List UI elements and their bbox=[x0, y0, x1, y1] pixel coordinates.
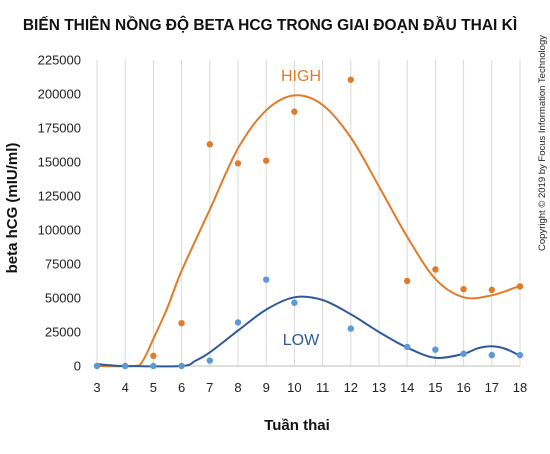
y-tick-label: 225000 bbox=[38, 53, 81, 68]
high-data-point bbox=[404, 277, 411, 285]
y-tick-label: 50000 bbox=[45, 291, 81, 306]
y-tick-label: 150000 bbox=[38, 155, 81, 170]
y-axis-title: beta hCG (mIU/ml) bbox=[4, 143, 21, 274]
y-tick-labels: 0 25000 50000 75000 100000 125000 150000 175000… bbox=[38, 53, 81, 374]
y-tick-label: 100000 bbox=[38, 223, 81, 238]
high-data-point bbox=[347, 76, 354, 83]
high-series-label: HIGH bbox=[281, 68, 321, 85]
x-tick-label: 16 bbox=[456, 380, 470, 395]
high-trend-line bbox=[96, 94, 521, 368]
x-tick-label: 18 bbox=[513, 380, 527, 395]
low-data-point bbox=[404, 343, 411, 351]
x-axis-title: Tuần thai bbox=[264, 417, 330, 434]
x-tick-label: 9 bbox=[263, 380, 270, 395]
low-data-point bbox=[150, 362, 157, 370]
x-tick-label: 6 bbox=[178, 380, 185, 395]
x-tick-label: 4 bbox=[122, 380, 129, 395]
x-tick-label: 7 bbox=[206, 380, 213, 395]
high-data-point bbox=[206, 141, 213, 148]
y-tick-label: 25000 bbox=[45, 325, 81, 340]
low-data-point bbox=[263, 276, 270, 283]
low-data-point bbox=[178, 362, 185, 370]
low-data-point bbox=[432, 346, 439, 353]
x-tick-label: 10 bbox=[287, 380, 301, 395]
low-data-point bbox=[291, 299, 298, 306]
high-data-point bbox=[178, 319, 185, 327]
trend-lines bbox=[96, 94, 521, 368]
high-data-point bbox=[432, 266, 439, 273]
high-data-point bbox=[234, 160, 242, 167]
x-tick-label: 15 bbox=[428, 380, 442, 395]
y-tick-label: 0 bbox=[74, 359, 81, 374]
high-data-point bbox=[263, 157, 270, 164]
y-tick-label: 75000 bbox=[45, 257, 81, 272]
low-data-point bbox=[488, 351, 495, 359]
low-data-point bbox=[516, 351, 524, 359]
low-data-point bbox=[460, 350, 467, 357]
low-data-point bbox=[206, 357, 213, 364]
x-tick-label: 8 bbox=[234, 380, 241, 395]
y-tick-label: 200000 bbox=[38, 87, 81, 102]
high-data-point bbox=[516, 283, 524, 290]
high-data-point bbox=[150, 352, 157, 359]
low-data-point bbox=[93, 362, 101, 370]
high-data-point bbox=[460, 285, 467, 293]
x-tick-labels: 3 4 5 6 7 8 9 10 11 12 13 14 15 16 17 18 bbox=[93, 380, 527, 395]
y-tick-label: 125000 bbox=[38, 189, 81, 204]
x-tick-label: 3 bbox=[93, 380, 100, 395]
high-data-point bbox=[488, 286, 495, 294]
low-series-label: LOW bbox=[283, 332, 320, 349]
x-tick-label: 5 bbox=[150, 380, 157, 395]
data-points bbox=[93, 76, 524, 370]
x-tick-label: 12 bbox=[344, 380, 358, 395]
grid bbox=[96, 60, 521, 367]
x-tick-label: 11 bbox=[316, 380, 330, 395]
low-data-point bbox=[234, 319, 242, 326]
y-tick-label: 175000 bbox=[38, 121, 81, 136]
series-labels: HIGH LOW bbox=[281, 68, 321, 349]
x-tick-label: 13 bbox=[372, 380, 386, 395]
x-tick-label: 14 bbox=[400, 380, 414, 395]
low-data-point bbox=[122, 362, 129, 370]
copyright-text: Copyright © 2019 by Focus Information Te… bbox=[537, 35, 548, 251]
low-data-point bbox=[347, 325, 354, 332]
high-data-point bbox=[291, 108, 298, 115]
x-tick-label: 17 bbox=[485, 380, 499, 395]
chart-title: BIẾN THIÊN NỒNG ĐỘ BETA HCG TRONG GIAI Đ… bbox=[23, 16, 517, 34]
